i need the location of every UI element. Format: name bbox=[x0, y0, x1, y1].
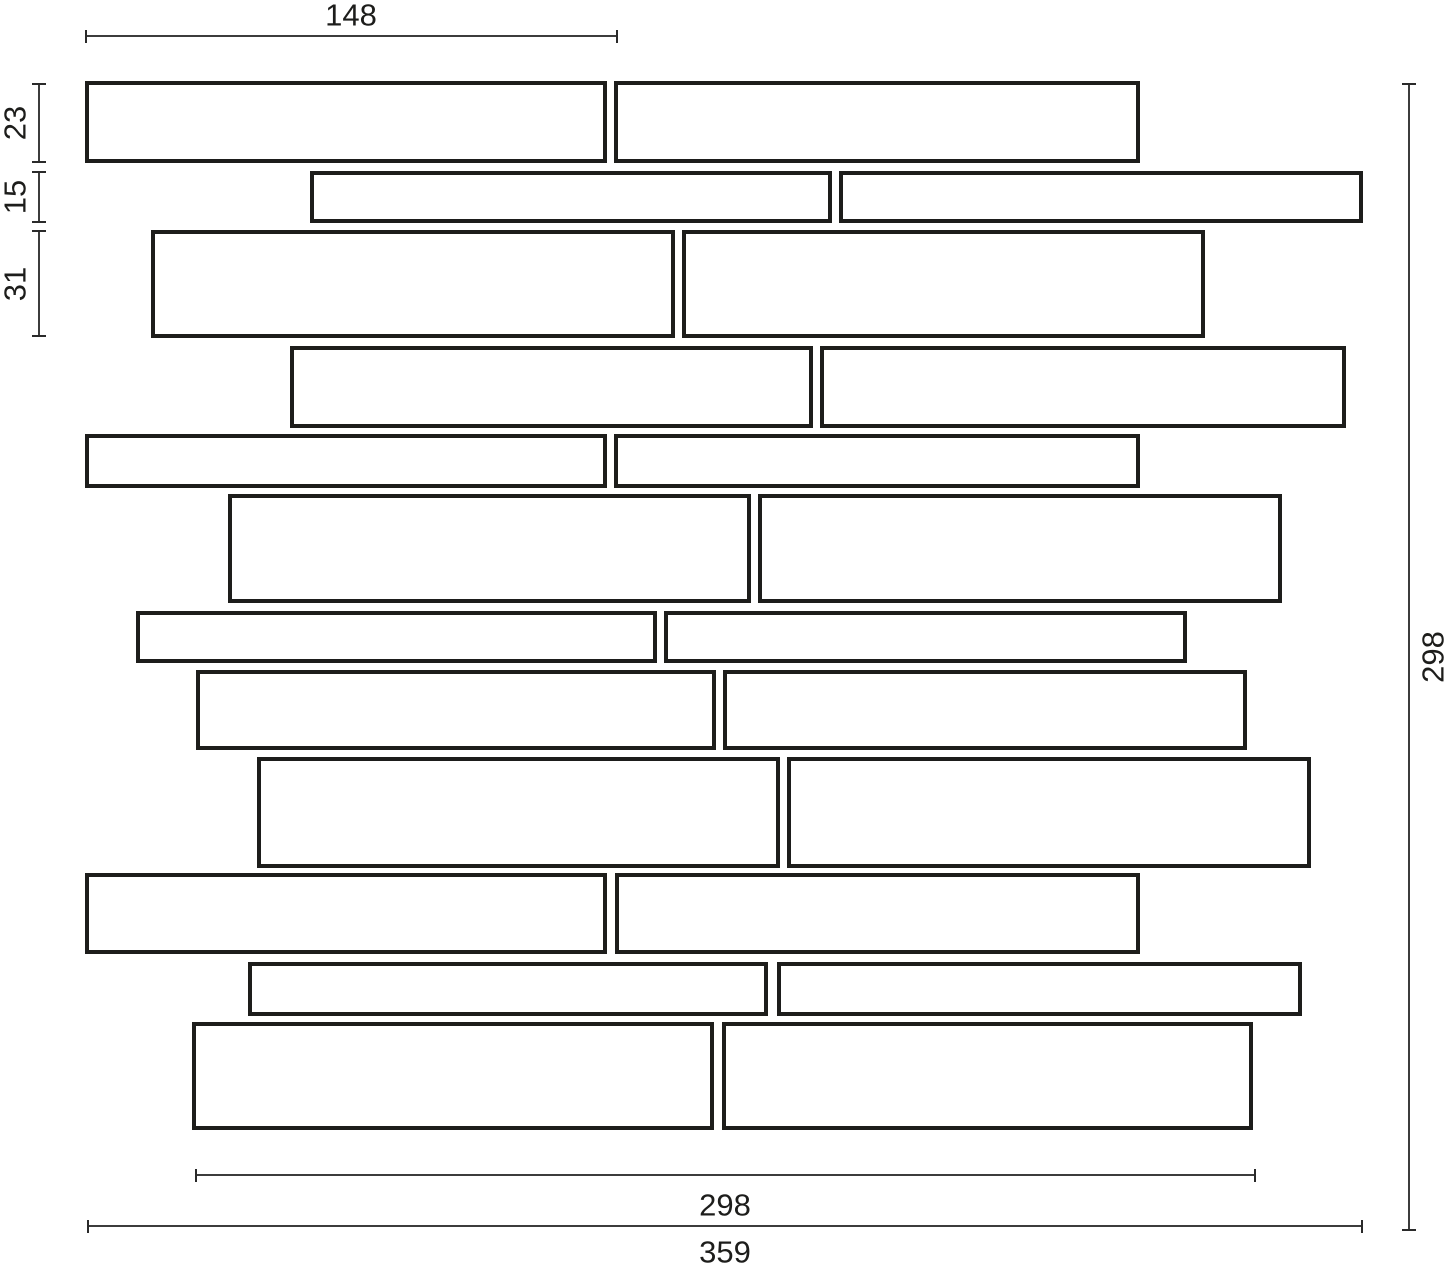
dim-tick bbox=[32, 83, 46, 85]
tile-row7-strip1 bbox=[136, 611, 657, 663]
tile-row5-strip1 bbox=[85, 434, 607, 488]
tile-row3-strip1 bbox=[151, 230, 675, 338]
dim-tick bbox=[32, 230, 46, 232]
tile-row12-strip1 bbox=[192, 1022, 714, 1130]
tile-row11-strip1 bbox=[248, 962, 768, 1016]
tile-row9-strip2 bbox=[787, 757, 1311, 868]
dim-label-top-width: 148 bbox=[325, 0, 377, 33]
dim-tick bbox=[1402, 1229, 1416, 1231]
dim-label-row-height-15: 15 bbox=[0, 179, 33, 215]
dim-line-right bbox=[1408, 83, 1410, 1230]
tile-row6-strip1 bbox=[228, 494, 751, 603]
tile-row3-strip2 bbox=[682, 230, 1205, 338]
dim-tick bbox=[87, 1220, 89, 1233]
tile-row8-strip2 bbox=[723, 670, 1247, 750]
tile-row4-strip2 bbox=[820, 346, 1346, 428]
tile-row4-strip1 bbox=[290, 346, 813, 428]
dim-label-right-height: 298 bbox=[1415, 631, 1450, 683]
dim-label-row-height-23: 23 bbox=[0, 105, 33, 141]
dim-tick bbox=[1361, 1220, 1363, 1233]
dim-tick bbox=[85, 30, 87, 43]
dim-line-bottom-outer bbox=[88, 1225, 1362, 1227]
tile-row6-strip2 bbox=[758, 494, 1282, 603]
dim-tick bbox=[195, 1169, 197, 1182]
tile-row5-strip2 bbox=[614, 434, 1140, 488]
dim-line-left-31 bbox=[38, 231, 40, 336]
tile-row2-strip1 bbox=[310, 171, 832, 223]
dim-label-bottom-inner-width: 298 bbox=[699, 1187, 751, 1223]
tile-row12-strip2 bbox=[722, 1022, 1253, 1130]
dim-tick bbox=[32, 161, 46, 163]
tile-row2-strip2 bbox=[839, 171, 1363, 223]
dim-line-left-15 bbox=[38, 172, 40, 222]
tile-row10-strip2 bbox=[615, 873, 1140, 954]
tile-row10-strip1 bbox=[85, 873, 607, 954]
dim-tick bbox=[616, 30, 618, 43]
dim-tick bbox=[1254, 1169, 1256, 1182]
tile-row9-strip1 bbox=[257, 757, 780, 868]
tile-row8-strip1 bbox=[196, 670, 716, 750]
dim-tick bbox=[32, 335, 46, 337]
dim-tick bbox=[32, 171, 46, 173]
dim-label-bottom-outer-width: 359 bbox=[699, 1234, 751, 1266]
dim-tick bbox=[1402, 83, 1416, 85]
tile-row1-strip2 bbox=[614, 81, 1140, 163]
tile-row11-strip2 bbox=[777, 962, 1302, 1016]
tile-row7-strip2 bbox=[664, 611, 1187, 663]
dim-line-top bbox=[86, 35, 617, 37]
dim-line-bottom-inner bbox=[196, 1174, 1255, 1176]
dim-line-left-23 bbox=[38, 84, 40, 162]
dim-tick bbox=[32, 221, 46, 223]
tile-row1-strip1 bbox=[85, 81, 607, 163]
dim-label-row-height-31: 31 bbox=[0, 266, 33, 302]
